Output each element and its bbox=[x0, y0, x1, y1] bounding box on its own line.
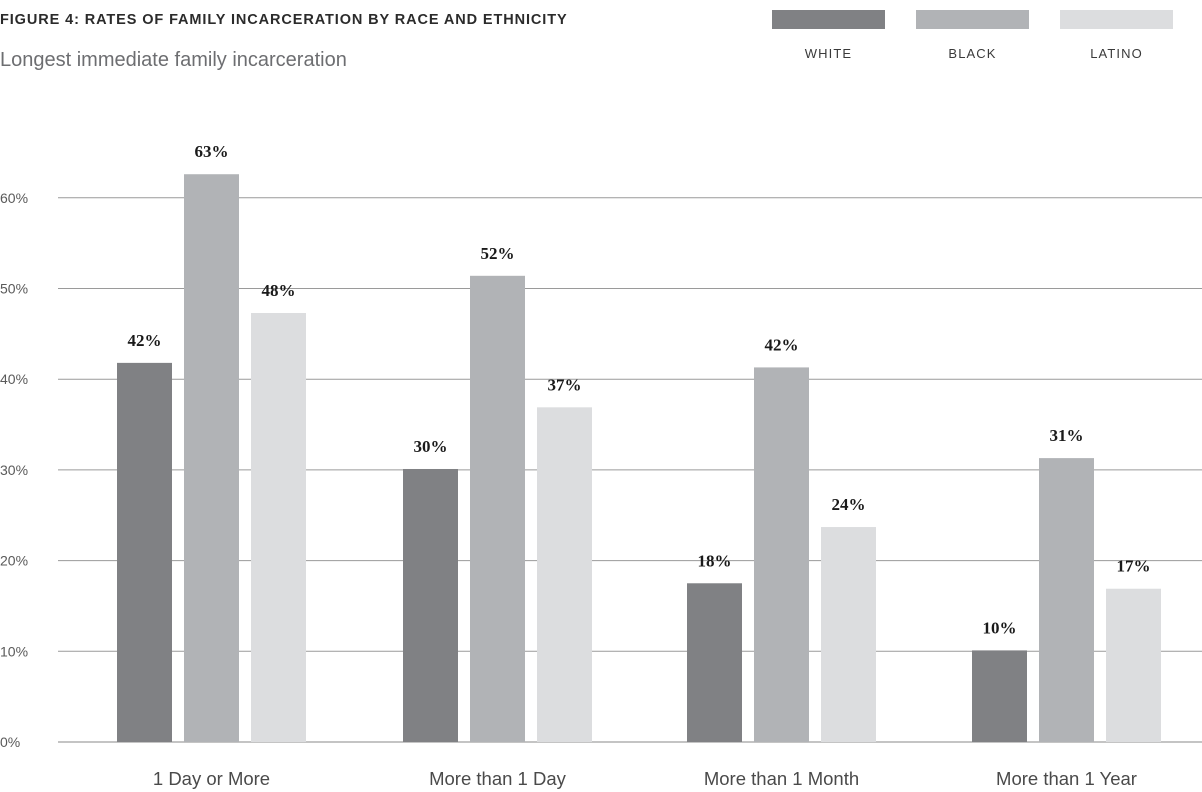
data-label: 37% bbox=[548, 375, 582, 394]
bar bbox=[687, 583, 742, 742]
bar bbox=[537, 407, 592, 742]
data-label: 10% bbox=[983, 618, 1017, 637]
x-tick-label: More than 1 Day bbox=[429, 768, 567, 789]
y-tick-label: 0% bbox=[0, 734, 20, 750]
bar bbox=[972, 650, 1027, 742]
bar bbox=[1106, 589, 1161, 742]
y-tick-label: 30% bbox=[0, 462, 28, 478]
y-tick-label: 60% bbox=[0, 190, 28, 206]
bar bbox=[1039, 458, 1094, 742]
x-tick-label: More than 1 Month bbox=[704, 768, 859, 789]
y-tick-label: 50% bbox=[0, 281, 28, 297]
bar bbox=[251, 313, 306, 742]
data-label: 63% bbox=[195, 142, 229, 161]
bar bbox=[117, 363, 172, 742]
bar bbox=[403, 469, 458, 742]
data-label: 24% bbox=[832, 495, 866, 514]
data-label: 48% bbox=[262, 281, 296, 300]
y-tick-label: 20% bbox=[0, 553, 28, 569]
data-label: 18% bbox=[698, 551, 732, 570]
data-label: 42% bbox=[128, 331, 162, 350]
y-tick-label: 40% bbox=[0, 371, 28, 387]
x-tick-label: 1 Day or More bbox=[153, 768, 270, 789]
data-label: 52% bbox=[481, 244, 515, 263]
data-label: 42% bbox=[765, 335, 799, 354]
bar bbox=[754, 367, 809, 742]
y-tick-label: 10% bbox=[0, 643, 28, 659]
bar bbox=[470, 276, 525, 742]
data-label: 17% bbox=[1117, 557, 1151, 576]
bar bbox=[184, 174, 239, 742]
bar bbox=[821, 527, 876, 742]
data-label: 30% bbox=[414, 437, 448, 456]
x-tick-label: More than 1 Year bbox=[996, 768, 1137, 789]
data-label: 31% bbox=[1050, 426, 1084, 445]
